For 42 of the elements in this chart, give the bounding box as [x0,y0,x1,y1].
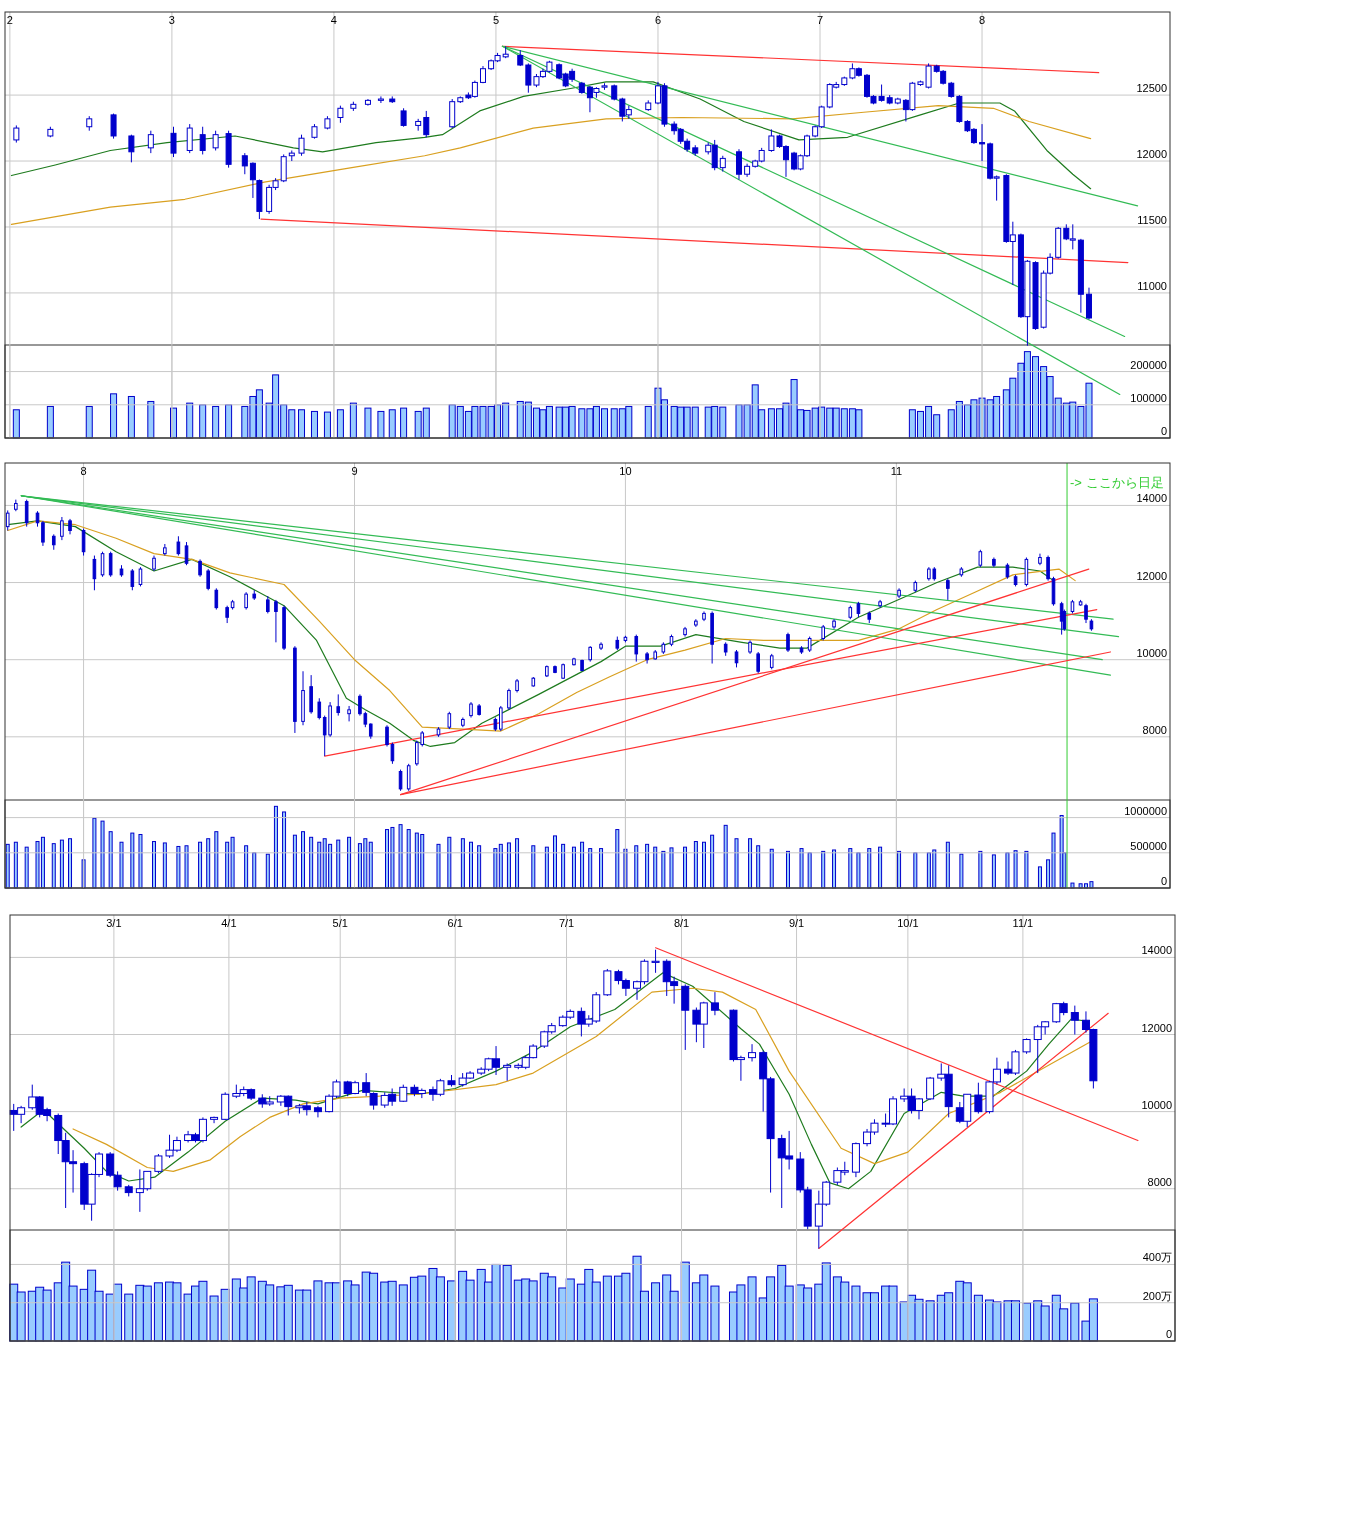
ref-line-label: -> ここから日足 [1070,475,1164,490]
x-tick-label: 6 [654,14,662,26]
x-tick-label: 7 [816,14,824,26]
y-tick-label: 0 [1160,875,1167,887]
y-tick-label: 200000 [1130,358,1167,371]
y-tick-label: 500000 [1130,839,1167,852]
x-tick-label: 2 [6,14,13,26]
y-tick-label: 12000 [1136,569,1167,582]
y-tick-label: 10000 [1141,1098,1172,1111]
y-tick-label: 12500 [1136,82,1167,95]
y-tick-label: 11000 [1137,279,1167,292]
x-tick-label: 4 [330,14,337,26]
y-tick-label: 0 [1160,425,1167,437]
y-tick-label: 14000 [1136,492,1167,505]
x-tick-label: 6/1 [447,917,463,929]
y-tick-label: 11500 [1137,213,1167,226]
y-tick-label: 8000 [1147,1175,1172,1188]
y-tick-label: 12000 [1136,148,1167,161]
y-tick-label: 8000 [1142,723,1167,736]
y-tick-label: 1000000 [1124,804,1167,817]
x-tick-label: 9/1 [788,917,805,929]
y-tick-label: 0 [1165,1328,1172,1340]
x-tick-label: 10/1 [897,917,919,929]
x-tick-label: 10 [619,465,632,477]
y-tick-label: 10000 [1136,646,1167,659]
x-tick-label: 4/1 [221,917,237,929]
x-tick-label: 11/1 [1012,917,1034,929]
y-tick-label: 14000 [1141,944,1172,957]
x-tick-label: 3/1 [106,917,122,929]
x-tick-label: 8 [80,465,87,477]
y-tick-label: 400万 [1142,1251,1172,1264]
x-tick-label: 5 [492,14,500,26]
x-tick-label: 5/1 [332,917,348,929]
y-tick-label: 200万 [1142,1289,1172,1302]
x-tick-label: 9 [351,465,358,477]
x-tick-label: 11 [890,465,903,477]
x-tick-label: 7/1 [558,917,575,929]
x-tick-label: 8 [978,14,986,26]
x-tick-label: 3 [168,14,175,26]
y-tick-label: 100000 [1130,391,1167,404]
y-tick-label: 12000 [1141,1021,1172,1034]
x-tick-label: 8/1 [673,917,690,929]
